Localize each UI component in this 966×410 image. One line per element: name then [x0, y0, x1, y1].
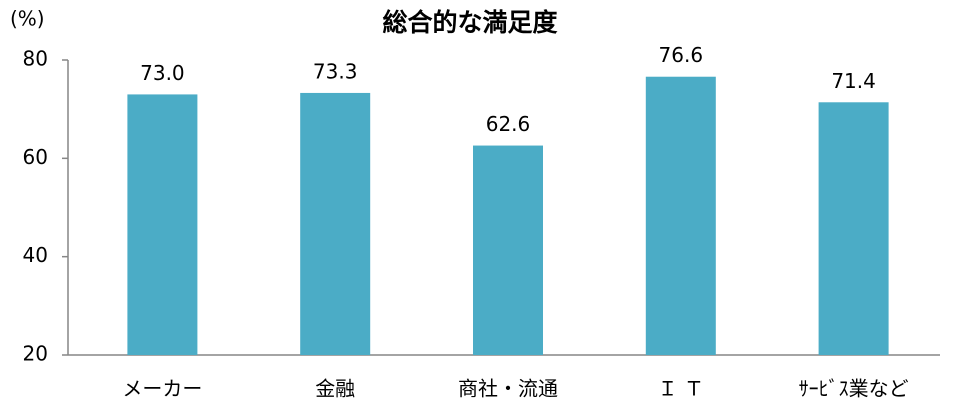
x-tick-label: 金融 — [315, 377, 355, 401]
bar — [127, 94, 198, 356]
value-label: 73.0 — [140, 61, 185, 85]
bar — [645, 76, 716, 355]
y-tick-label: 60 — [23, 145, 48, 169]
y-axis-label: (%) — [10, 7, 45, 31]
value-label: 73.3 — [313, 59, 358, 83]
value-label: 76.6 — [659, 43, 704, 67]
bar — [818, 102, 889, 356]
bar — [473, 145, 543, 355]
y-tick-label: 20 — [23, 342, 48, 366]
x-tick-label: ｻｰﾋﾞｽ業など — [799, 377, 909, 401]
value-label: 62.6 — [486, 112, 531, 136]
y-tick-label: 80 — [23, 47, 48, 71]
value-label: 71.4 — [831, 69, 876, 93]
x-tick-label: Ｉ Ｔ — [658, 377, 704, 401]
y-tick-label: 40 — [23, 243, 48, 267]
bar — [300, 92, 371, 356]
x-tick-label: メーカー — [122, 377, 202, 401]
x-tick-label: 商社・流通 — [458, 377, 558, 401]
chart-title: 総合的な満足度 — [382, 8, 557, 37]
